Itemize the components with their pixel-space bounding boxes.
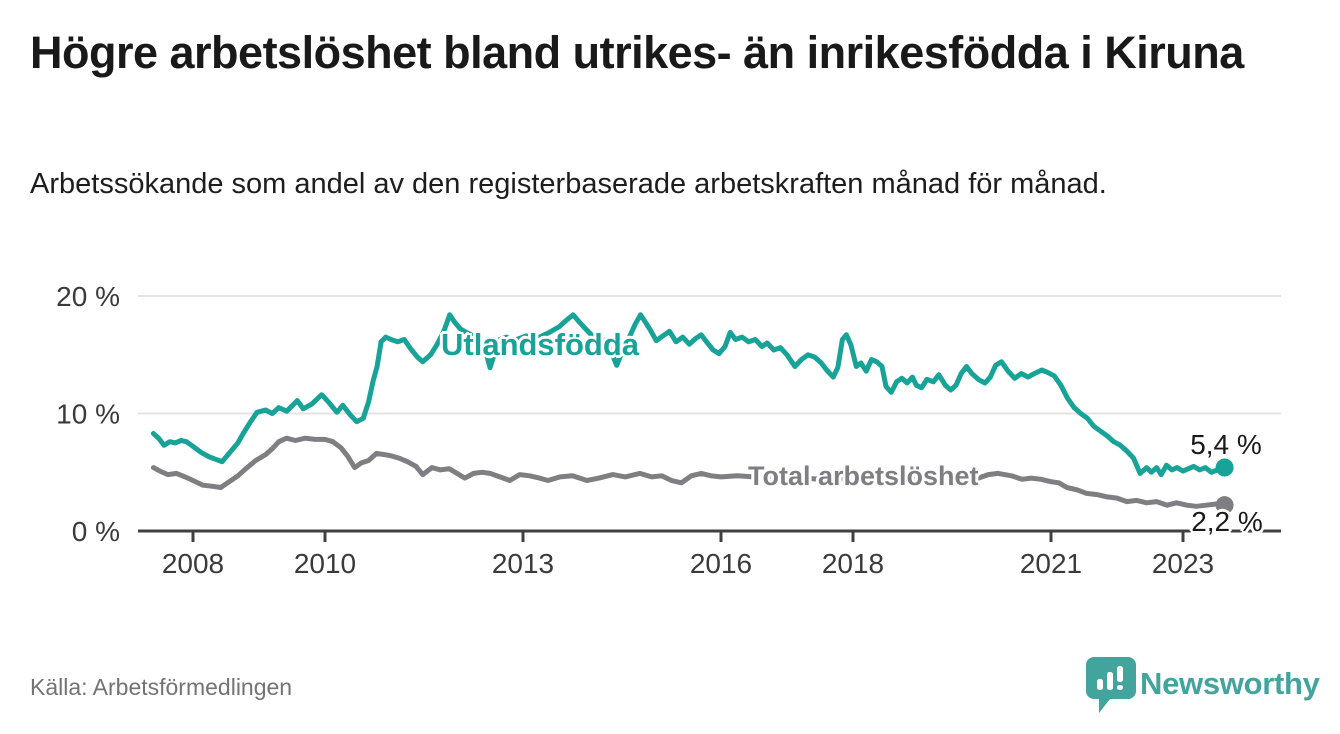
series-endpoint-total: [1215, 496, 1234, 515]
x-tick-label: 2008: [162, 548, 224, 579]
newsworthy-logo-text: Newsworthy: [1140, 666, 1320, 701]
chart-svg: 2008 2010 2013 2016 2018 2021 2023 0 % 10 % 20 %: [56, 281, 1281, 579]
y-tick-label: 20 %: [56, 281, 120, 312]
series-label-utlandsfodda: Utlandsfödda: [441, 327, 640, 362]
x-tick-label: 2013: [492, 548, 554, 579]
series-line-utlandsfodda: [150, 312, 1228, 478]
chart-subtitle: Arbetssökande som andel av den registerb…: [30, 168, 1107, 200]
x-tick-label: 2016: [690, 548, 752, 579]
newsworthy-logo-icon: [1086, 657, 1136, 713]
x-tick-label: 2018: [822, 548, 884, 579]
series-endpoint-utlandsfodda: [1215, 458, 1234, 477]
page-title: Högre arbetslöshet bland utrikes- än inr…: [30, 27, 1244, 78]
x-tick-label: 2023: [1152, 548, 1214, 579]
end-value-label-total: 2,2 %: [1191, 506, 1263, 537]
y-tick-label: 0 %: [72, 516, 120, 547]
newsworthy-logo: Newsworthy: [1084, 655, 1320, 715]
x-tick-label: 2010: [294, 548, 356, 579]
y-tick-label: 10 %: [56, 399, 120, 430]
plot-area: 2008 2010 2013 2016 2018 2021 2023 0 % 10 % 20 %: [0, 250, 1340, 590]
x-tick-label: 2021: [1020, 548, 1082, 579]
series-line-total: [150, 435, 1228, 509]
series-label-total-arbetsloshet: Total arbetslöshet: [748, 461, 979, 491]
source-text: Källa: Arbetsförmedlingen: [30, 674, 293, 700]
end-value-label-utlandsfodda: 5,4 %: [1190, 429, 1262, 460]
